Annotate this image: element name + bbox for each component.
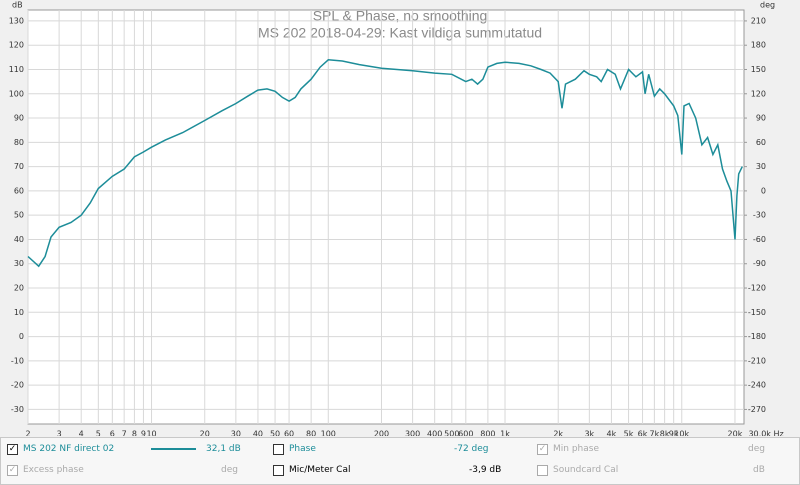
y2-tick-label: 180 bbox=[751, 41, 766, 50]
chart-subtitle: MS 202 2018-04-29: Kast vildiga summutat… bbox=[258, 25, 542, 41]
y-tick-label: 20 bbox=[14, 284, 24, 293]
x-tick-label: 600 bbox=[458, 430, 473, 437]
plot-area bbox=[27, 9, 745, 425]
y-tick-label: 70 bbox=[14, 162, 24, 171]
mic-cal-label[interactable]: Mic/Meter Cal bbox=[289, 465, 351, 475]
y-tick-label: -20 bbox=[11, 381, 24, 390]
x-tick-label: 9k bbox=[669, 430, 679, 437]
x-tick-label: 800 bbox=[480, 430, 495, 437]
x-tick-label: 2k bbox=[553, 430, 563, 437]
x-tick-label: 100 bbox=[321, 430, 336, 437]
y-tick-label: 0 bbox=[19, 332, 24, 341]
y-tick-label: 90 bbox=[14, 114, 24, 123]
y2-tick-label: 30 bbox=[756, 162, 766, 171]
checkbox: ✓ bbox=[537, 444, 548, 455]
soundcard-cal-label: Soundcard Cal bbox=[553, 465, 619, 475]
legend-panel: ✓ MS 202 NF direct 02 32,1 dB Phase -72 … bbox=[0, 437, 800, 485]
y2-tick-label: -270 bbox=[748, 405, 766, 414]
x-tick-label: 6 bbox=[110, 430, 115, 437]
x-tick-label: 300 bbox=[405, 430, 420, 437]
x-tick-label: 50 bbox=[270, 430, 280, 437]
x-tick-label: 60 bbox=[284, 430, 294, 437]
x-tick-label: 30 bbox=[231, 430, 241, 437]
x-tick-label: 400 bbox=[427, 430, 442, 437]
x-tick-label: 6k bbox=[638, 430, 648, 437]
x-tick-label: 5k bbox=[624, 430, 634, 437]
x-tick-label: 10 bbox=[146, 430, 156, 437]
checkbox bbox=[537, 465, 548, 476]
y-tick-label: -10 bbox=[11, 356, 24, 365]
x-tick-label: 2 bbox=[25, 430, 30, 437]
y2-tick-label: 120 bbox=[751, 89, 766, 98]
y-tick-label: 80 bbox=[14, 138, 24, 147]
x-tick-label: 7k bbox=[650, 430, 660, 437]
y-tick-label: 60 bbox=[14, 186, 24, 195]
legend-swatch-box bbox=[151, 448, 196, 450]
y2-tick-label: 60 bbox=[756, 138, 766, 147]
y-tick-label: -30 bbox=[11, 405, 24, 414]
x-tick-label: 4k bbox=[607, 430, 617, 437]
phase-readout: -72 deg bbox=[454, 444, 489, 454]
mic-cal-readout: -3,9 dB bbox=[469, 465, 502, 475]
checkbox[interactable] bbox=[273, 465, 284, 476]
x-tick-label: 40 bbox=[253, 430, 263, 437]
x-tick-label: 10k bbox=[674, 430, 689, 437]
checkbox: ✓ bbox=[7, 465, 18, 476]
y-tick-label: 30 bbox=[14, 259, 24, 268]
x-tick-label: 80 bbox=[306, 430, 316, 437]
chart-title: SPL & Phase, no smoothing bbox=[313, 8, 488, 24]
soundcard-cal-unit: dB bbox=[753, 465, 765, 475]
checkbox[interactable]: ✓ bbox=[7, 444, 18, 455]
y2-tick-label: 150 bbox=[751, 65, 766, 74]
min-phase-unit: deg bbox=[748, 444, 765, 454]
y2-tick-label: 210 bbox=[751, 16, 766, 25]
x-tick-label: 30,0k Hz bbox=[748, 430, 783, 437]
checkbox[interactable] bbox=[273, 444, 284, 455]
excess-phase-label: Excess phase bbox=[23, 465, 84, 475]
phase-label[interactable]: Phase bbox=[289, 444, 316, 454]
series-line bbox=[27, 59, 743, 268]
x-tick-label: 9 bbox=[141, 430, 146, 437]
y2-tick-label: -150 bbox=[748, 308, 766, 317]
x-tick-label: 500 bbox=[444, 430, 459, 437]
x-tick-label: 20k bbox=[728, 430, 743, 437]
x-tick-label: 3k bbox=[584, 430, 594, 437]
y2-tick-label: -30 bbox=[753, 211, 766, 220]
y-tick-label: 40 bbox=[14, 235, 24, 244]
x-tick-label: 20 bbox=[200, 430, 210, 437]
y-tick-label: 10 bbox=[14, 308, 24, 317]
y2-tick-label: 90 bbox=[756, 114, 766, 123]
legend-entry[interactable]: MS 202 NF direct 02 bbox=[23, 444, 115, 454]
y2-tick-label: -240 bbox=[748, 381, 766, 390]
y2-tick-label: -60 bbox=[753, 235, 766, 244]
y2-tick-label: -180 bbox=[748, 332, 766, 341]
x-tick-label: 8 bbox=[132, 430, 137, 437]
x-tick-label: 1k bbox=[500, 430, 510, 437]
x-tick-label: 8k bbox=[660, 430, 670, 437]
chart: SPL & Phase, no smoothing MS 202 2018-04… bbox=[9, 1, 784, 437]
y2-tick-label: 0 bbox=[761, 186, 766, 195]
readout: 32,1 dB bbox=[206, 444, 241, 454]
y2-tick-label: -210 bbox=[748, 356, 766, 365]
y2-unit: deg bbox=[760, 1, 775, 10]
x-tick-label: 3 bbox=[57, 430, 62, 437]
x-tick-label: 200 bbox=[374, 430, 389, 437]
y-unit: dB bbox=[12, 1, 23, 10]
y-tick-label: 110 bbox=[9, 65, 24, 74]
x-tick-label: 5 bbox=[96, 430, 101, 437]
y2-tick-label: -120 bbox=[748, 284, 766, 293]
x-tick-label: 7 bbox=[122, 430, 127, 437]
y2-tick-label: -90 bbox=[753, 259, 766, 268]
min-phase-label: Min phase bbox=[553, 444, 599, 454]
y-tick-label: 130 bbox=[9, 16, 24, 25]
x-tick-label: 4 bbox=[79, 430, 84, 437]
excess-phase-unit: deg bbox=[221, 465, 238, 475]
y-tick-label: 50 bbox=[14, 211, 24, 220]
y-tick-label: 120 bbox=[9, 41, 24, 50]
y-tick-label: 100 bbox=[9, 89, 24, 98]
